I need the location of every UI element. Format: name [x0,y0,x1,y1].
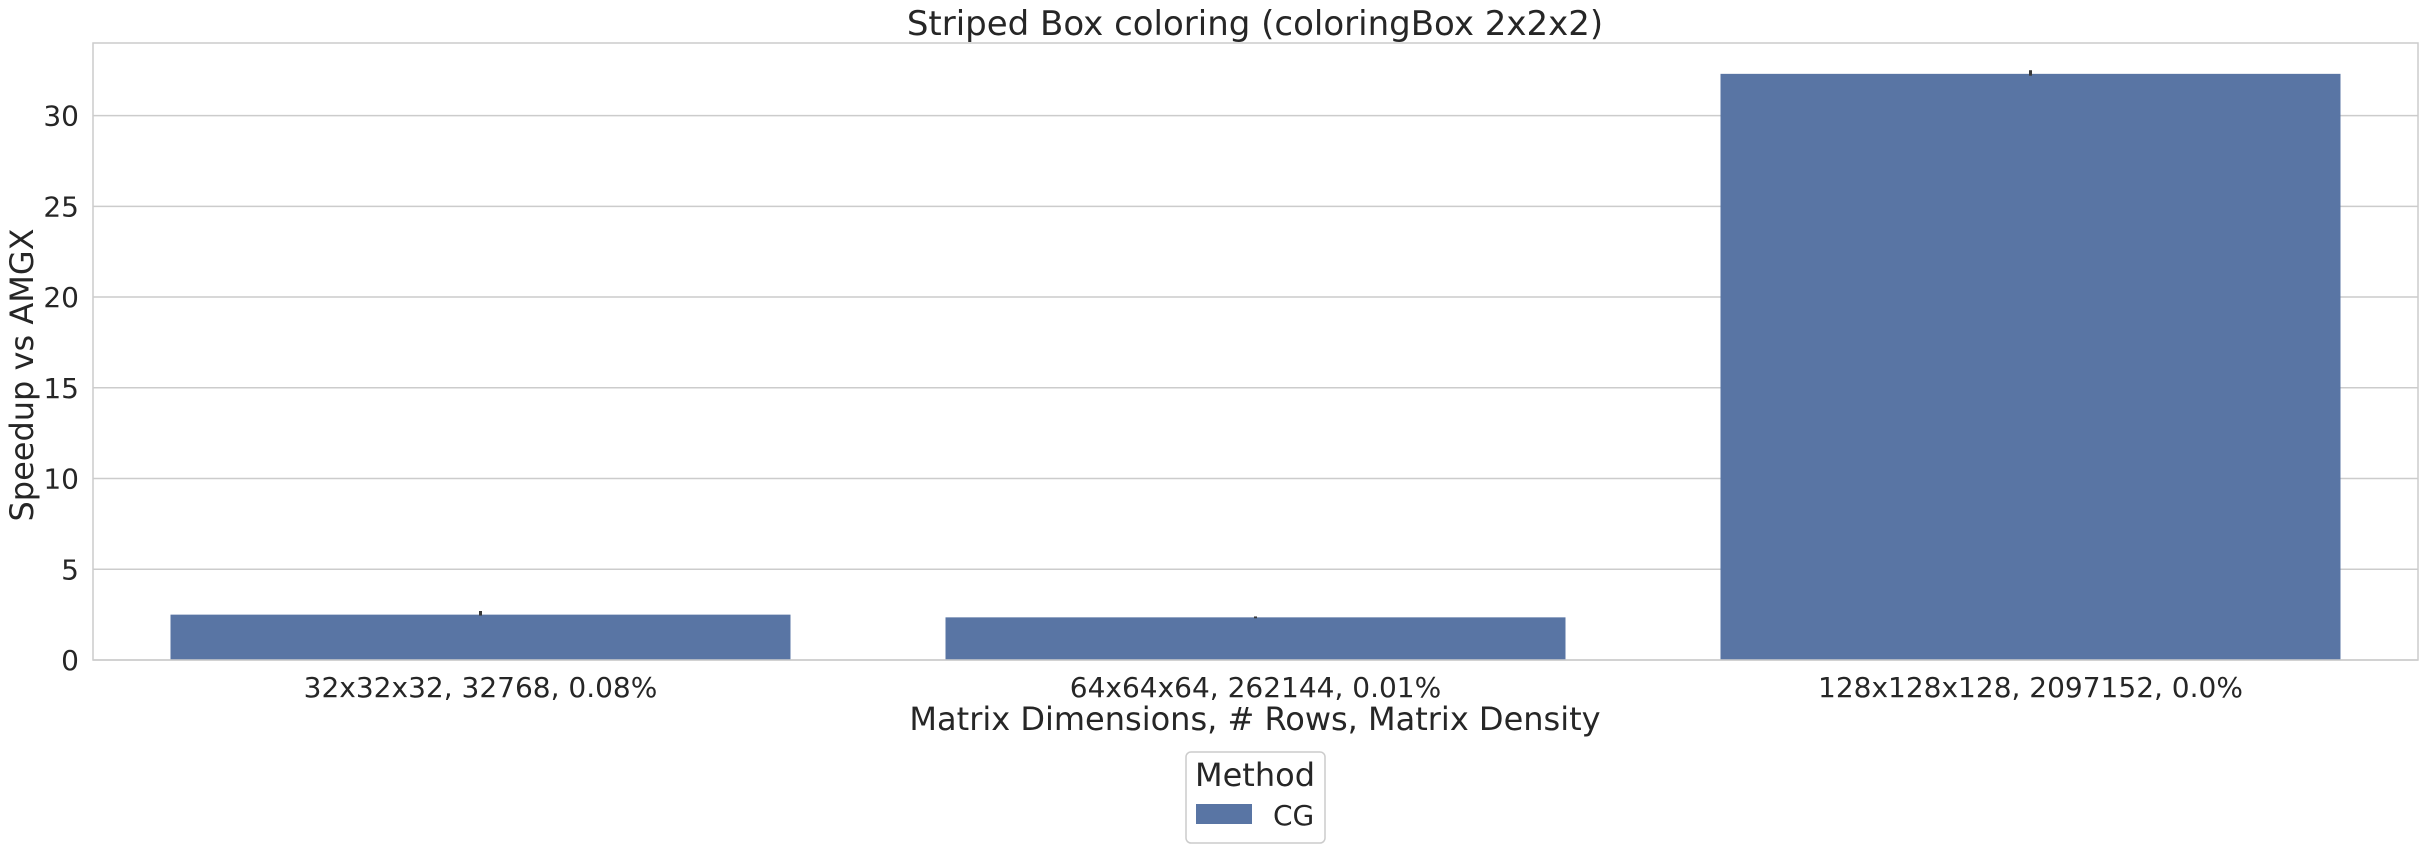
error-bars [479,70,2032,619]
y-tick-label: 15 [43,372,79,405]
y-tick-label: 10 [43,463,79,496]
bar-cg-0 [170,614,791,660]
legend-label-cg: CG [1273,799,1314,832]
y-tick-label: 20 [43,281,79,314]
y-tick-label: 5 [61,553,79,586]
x-tick-label: 128x128x128, 2097152, 0.0% [1818,671,2243,704]
x-tick-labels: 32x32x32, 32768, 0.08% 64x64x64, 262144, … [304,671,2243,704]
y-tick-labels: 0 5 10 15 20 25 30 [43,100,79,677]
bars [170,73,2341,661]
x-axis-label: Matrix Dimensions, # Rows, Matrix Densit… [909,700,1600,738]
y-tick-label: 0 [61,644,79,677]
legend: Method CG [1185,751,1326,844]
plot-frame [92,42,2419,661]
x-tick-label: 32x32x32, 32768, 0.08% [304,671,658,704]
grid-lines [93,114,2418,661]
y-axis-label: Speedup vs AMGX [3,228,41,521]
legend-title: Method [1195,756,1315,794]
legend-swatch-cg [1196,804,1252,824]
y-tick-label: 30 [43,100,79,133]
y-tick-label: 25 [43,190,79,223]
x-tick-label: 64x64x64, 262144, 0.01% [1070,671,1441,704]
bar-cg-2 [1720,73,2341,661]
bar-cg-1 [945,617,1566,660]
chart-title: Striped Box coloring (coloringBox 2x2x2) [907,4,1603,44]
